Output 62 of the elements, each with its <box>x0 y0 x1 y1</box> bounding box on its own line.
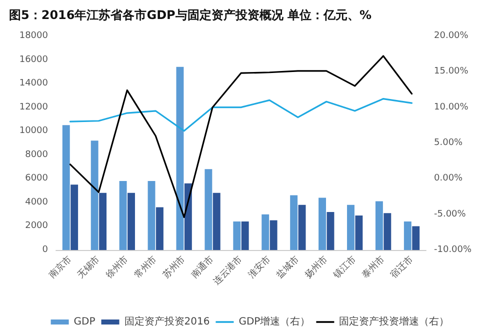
bar <box>384 213 392 250</box>
y2-tick-label: -10.00% <box>434 245 472 255</box>
chart-title: 图5：2016年江苏省各市GDP与固定资产投资概况 单位：亿元、% <box>9 8 372 22</box>
bar <box>119 181 127 250</box>
y-tick-label: 14000 <box>19 78 48 89</box>
bar <box>262 214 270 250</box>
y-tick-label: 10000 <box>19 126 48 136</box>
bar <box>176 66 184 250</box>
bar <box>156 207 164 250</box>
bar <box>128 192 135 250</box>
y-tick-label: 6000 <box>25 174 48 184</box>
y-tick-label: 0 <box>42 245 48 255</box>
bar <box>375 201 383 250</box>
bar <box>241 221 249 250</box>
legend-label: GDP <box>74 316 96 328</box>
legend-label: 固定资产投资增速（右） <box>339 316 450 328</box>
y-tick-label: 18000 <box>19 31 48 41</box>
y2-tick-label: 10.00% <box>434 102 469 112</box>
x-tick-label: 宿迁市 <box>388 254 416 281</box>
bar <box>212 192 220 250</box>
y2-tick-label: 5.00% <box>434 138 464 148</box>
bar <box>184 183 192 250</box>
bar <box>90 140 98 250</box>
y2-tick-label: -5.00% <box>434 209 466 220</box>
x-tick-label: 连云港市 <box>211 254 245 287</box>
y-tick-label: 12000 <box>19 102 48 112</box>
x-tick-label: 南京市 <box>46 254 74 281</box>
bar <box>298 204 306 250</box>
legend-label: GDP增速（右） <box>238 316 310 328</box>
bar <box>412 226 420 250</box>
bar <box>270 220 278 250</box>
y-tick-label: 16000 <box>19 54 48 65</box>
legend-label: 固定资产投资2016 <box>124 316 210 328</box>
bar <box>355 216 363 250</box>
x-tick-label: 无锡市 <box>75 254 102 281</box>
x-tick-label: 淮安市 <box>246 254 273 281</box>
y2-tick-label: 20.00% <box>434 31 469 41</box>
bar <box>233 221 241 250</box>
y2-tick-label: 15.00% <box>434 66 469 77</box>
x-tick-label: 泰州市 <box>360 254 387 281</box>
x-tick-label: 常州市 <box>132 254 160 281</box>
y-tick-label: 4000 <box>25 197 48 208</box>
bar <box>62 125 70 250</box>
bar <box>204 169 212 250</box>
x-tick-label: 徐州市 <box>104 254 131 281</box>
bar <box>99 192 107 250</box>
x-tick-label: 镇江市 <box>330 254 358 282</box>
bar <box>326 212 334 250</box>
x-tick-label: 苏州市 <box>160 254 188 281</box>
x-tick-label: 盐城市 <box>274 254 302 281</box>
y-tick-label: 2000 <box>25 221 48 232</box>
bar <box>404 221 412 250</box>
bar <box>318 198 326 250</box>
y-tick-label: 8000 <box>25 150 48 160</box>
bar <box>70 184 78 250</box>
line-series <box>69 55 413 218</box>
x-tick-label: 扬州市 <box>303 254 330 281</box>
y2-tick-label: 0.00% <box>434 174 464 184</box>
bar <box>290 195 298 250</box>
bar <box>347 204 354 250</box>
line-series <box>69 98 413 132</box>
bar <box>148 181 156 250</box>
